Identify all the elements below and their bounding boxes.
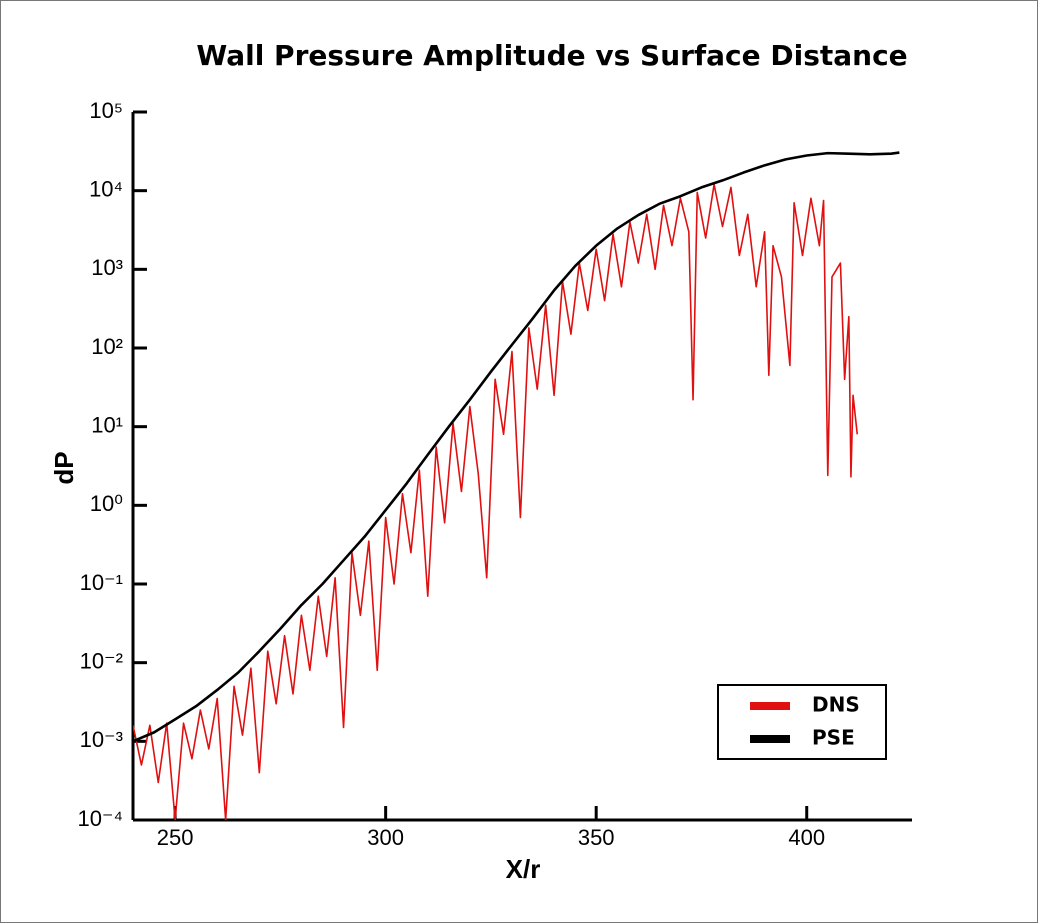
y-axis-label: dP: [49, 451, 79, 484]
y-tick-label: 10⁻²: [80, 648, 123, 673]
series-line: [133, 183, 859, 820]
y-tick-label: 10⁻¹: [80, 570, 123, 595]
series-line: [133, 151, 900, 743]
x-tick-label: 250: [157, 825, 194, 850]
y-tick-label: 10¹: [91, 412, 123, 437]
y-tick-label: 10⁻⁴: [77, 806, 123, 831]
x-tick-label: 300: [367, 825, 404, 850]
y-tick-label: 10²: [91, 334, 123, 359]
x-tick-label: 350: [578, 825, 615, 850]
y-tick-label: 10⁰: [90, 491, 123, 516]
y-tick-label: 10⁻³: [80, 727, 123, 752]
y-tick-label: 10³: [91, 255, 123, 280]
legend-label: PSE: [812, 726, 855, 750]
x-tick-label: 400: [788, 825, 825, 850]
y-tick-label: 10⁵: [89, 98, 123, 123]
x-axis-label: X/r: [506, 854, 541, 884]
y-tick-label: 10⁴: [89, 176, 123, 201]
chart-title: Wall Pressure Amplitude vs Surface Dista…: [196, 39, 907, 72]
legend-box: [717, 684, 887, 760]
legend-label: DNS: [812, 693, 860, 717]
